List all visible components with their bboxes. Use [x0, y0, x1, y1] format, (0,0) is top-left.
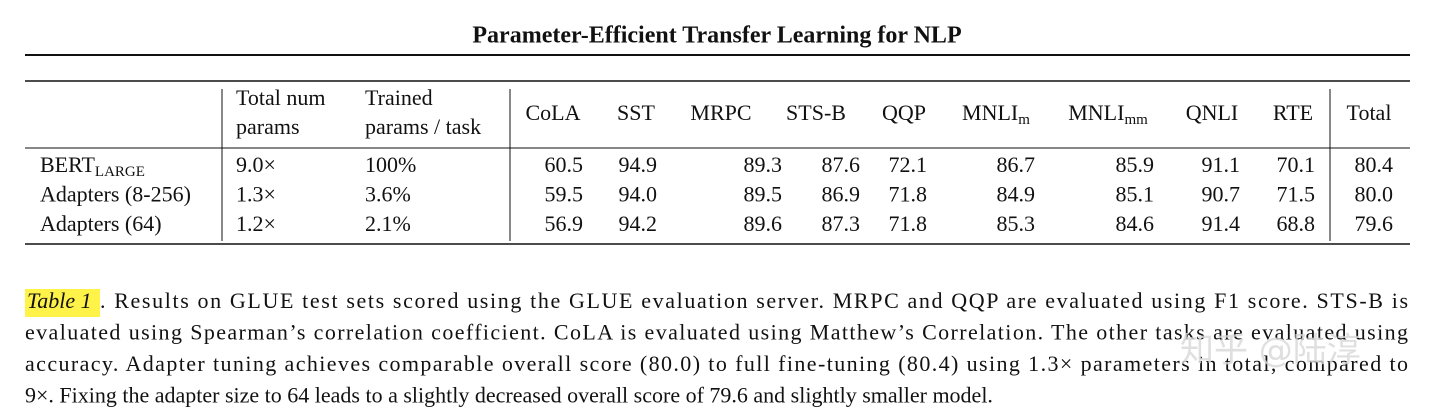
cell: 90.7 — [1202, 182, 1241, 207]
cell: 94.9 — [619, 152, 658, 177]
column-header-main: MNLI — [962, 100, 1018, 125]
cell: 60.5 — [545, 152, 584, 177]
cell: 89.5 — [744, 182, 783, 207]
column-header: Total num — [236, 85, 326, 110]
column-header-main: QNLI — [1186, 100, 1239, 125]
column-header: Trained — [365, 85, 433, 110]
column-header-main: STS-B — [786, 100, 846, 125]
cell: 94.2 — [619, 211, 658, 236]
column-header: QNLI — [1186, 100, 1239, 125]
cell: 84.9 — [997, 182, 1036, 207]
cell: 2.1% — [365, 211, 411, 236]
column-header: params — [236, 114, 300, 139]
cell: 1.3× — [236, 182, 276, 207]
watermark: 知乎 @陆淳 — [1180, 331, 1361, 371]
column-header-main: MRPC — [690, 100, 751, 125]
caption-line: 9×. Fixing the adapter size to 64 leads … — [25, 383, 993, 408]
highlight — [25, 289, 100, 317]
column-header-main: RTE — [1273, 100, 1313, 125]
cell: 72.1 — [889, 152, 928, 177]
cell: 80.0 — [1355, 182, 1394, 207]
row-label-sub: LARGE — [95, 164, 145, 180]
cell: 89.6 — [744, 211, 783, 236]
cell: 85.9 — [1116, 152, 1155, 177]
column-header-main: QQP — [882, 100, 926, 125]
cell: 70.1 — [1277, 152, 1316, 177]
cell: 1.2× — [236, 211, 276, 236]
cell: 71.8 — [889, 182, 928, 207]
column-header: CoLA — [526, 100, 581, 125]
column-header: SST — [617, 100, 655, 125]
column-header: MNLIm — [962, 100, 1030, 128]
row-label: Adapters (64) — [40, 211, 162, 236]
cell: 91.1 — [1202, 152, 1241, 177]
cell: 94.0 — [619, 182, 658, 207]
cell: 87.6 — [822, 152, 861, 177]
caption-line: accuracy. Adapter tuning achieves compar… — [25, 351, 1408, 376]
caption-line: . Results on GLUE test sets scored using… — [100, 288, 1408, 313]
row-label-main: BERT — [40, 152, 95, 177]
row-label-main: Adapters (64) — [40, 211, 162, 236]
row-label: Adapters (8-256) — [40, 182, 191, 207]
column-header-sub: m — [1018, 112, 1030, 128]
column-header: MRPC — [690, 100, 751, 125]
row-label-main: Adapters (8-256) — [40, 182, 191, 207]
column-header-main: CoLA — [526, 100, 581, 125]
cell: 59.5 — [545, 182, 584, 207]
column-header: params / task — [365, 114, 481, 139]
column-header: STS-B — [786, 100, 846, 125]
cell: 89.3 — [744, 152, 783, 177]
cell: 86.7 — [997, 152, 1036, 177]
cell: 3.6% — [365, 182, 411, 207]
cell: 9.0× — [236, 152, 276, 177]
cell: 91.4 — [1202, 211, 1241, 236]
column-header: RTE — [1273, 100, 1313, 125]
cell: 85.3 — [997, 211, 1036, 236]
cell: 85.1 — [1116, 182, 1155, 207]
row-label: BERTLARGE — [40, 152, 145, 180]
title: Parameter-Efficient Transfer Learning fo… — [472, 23, 961, 49]
cell: 80.4 — [1355, 152, 1394, 177]
cell: 79.6 — [1355, 211, 1394, 236]
column-header: Total — [1347, 100, 1392, 125]
cell: 84.6 — [1116, 211, 1155, 236]
cell: 71.5 — [1277, 182, 1316, 207]
cell: 56.9 — [545, 211, 584, 236]
column-header: QQP — [882, 100, 926, 125]
cell: 87.3 — [822, 211, 861, 236]
cell: 68.8 — [1277, 211, 1316, 236]
cell: 100% — [365, 152, 416, 177]
column-header-main: SST — [617, 100, 655, 125]
cell: 86.9 — [822, 182, 861, 207]
caption-label: Table 1 — [27, 288, 92, 313]
column-header-sub: mm — [1124, 112, 1148, 128]
column-header-main: MNLI — [1068, 100, 1124, 125]
column-header: MNLImm — [1068, 100, 1148, 128]
column-header-main: Total — [1347, 100, 1392, 125]
cell: 71.8 — [889, 211, 928, 236]
